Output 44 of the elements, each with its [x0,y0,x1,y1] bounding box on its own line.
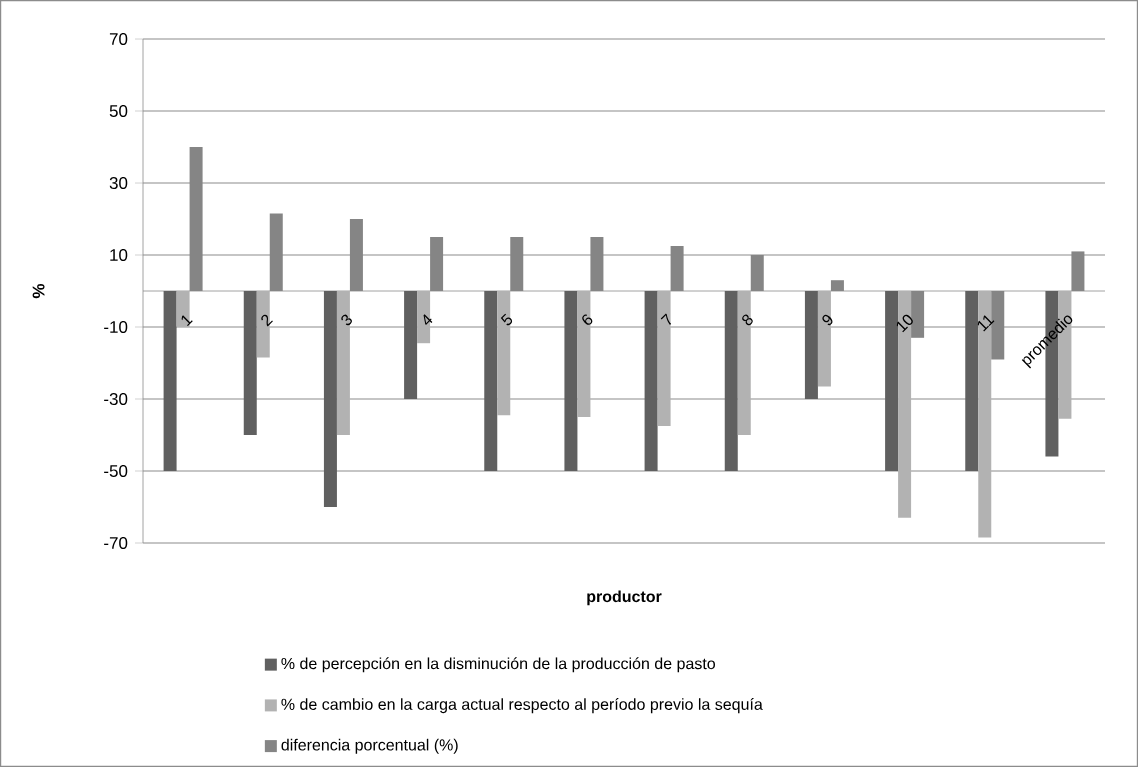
x-tick-label: 9 [822,314,833,326]
y-tick-label: 10 [110,249,128,262]
bar [243,291,257,435]
x-tick-label: 10 [896,314,913,333]
bar [657,291,671,427]
bar [885,291,899,472]
bar [564,291,578,472]
bar [978,291,992,538]
y-tick-label: -50 [104,465,128,478]
legend-label: diferencia porcentual (%) [281,738,458,754]
y-tick-label: -70 [104,537,128,550]
x-tick-label: 4 [423,314,433,325]
y-tick-label: -10 [104,321,128,334]
x-axis-title: productor [587,590,662,606]
bar [336,291,350,435]
x-tick-label: 8 [742,314,753,326]
bar [497,291,511,416]
x-tick-label: 6 [582,314,593,325]
x-tick-label: 3 [341,314,352,326]
bar [724,291,738,472]
bar [817,291,831,387]
x-tick-label: 11 [977,315,995,332]
bar [965,291,979,472]
x-tick-label: 2 [261,314,273,327]
bar [898,291,912,518]
bar [484,291,498,472]
y-axis-title: % [32,283,45,299]
x-tick-label: 7 [660,313,672,325]
bar [417,291,431,344]
bar [644,291,658,472]
bar [737,291,751,435]
legend-label: % de percepción en la disminución de la producción de pasto [281,657,716,673]
bar [804,291,818,400]
legend-label: % de cambio en la carga actual respecto al período previo la sequía [281,698,763,714]
bar [323,291,337,508]
bar [404,291,418,400]
x-tick-label: 1 [181,315,193,327]
y-tick-label: 50 [109,105,128,118]
bar [577,291,591,418]
y-tick-label: 30 [109,177,128,190]
bar [163,291,177,472]
x-tick-label: 5 [500,313,513,326]
y-tick-label: -30 [104,393,128,406]
y-tick-label: 70 [109,33,128,46]
